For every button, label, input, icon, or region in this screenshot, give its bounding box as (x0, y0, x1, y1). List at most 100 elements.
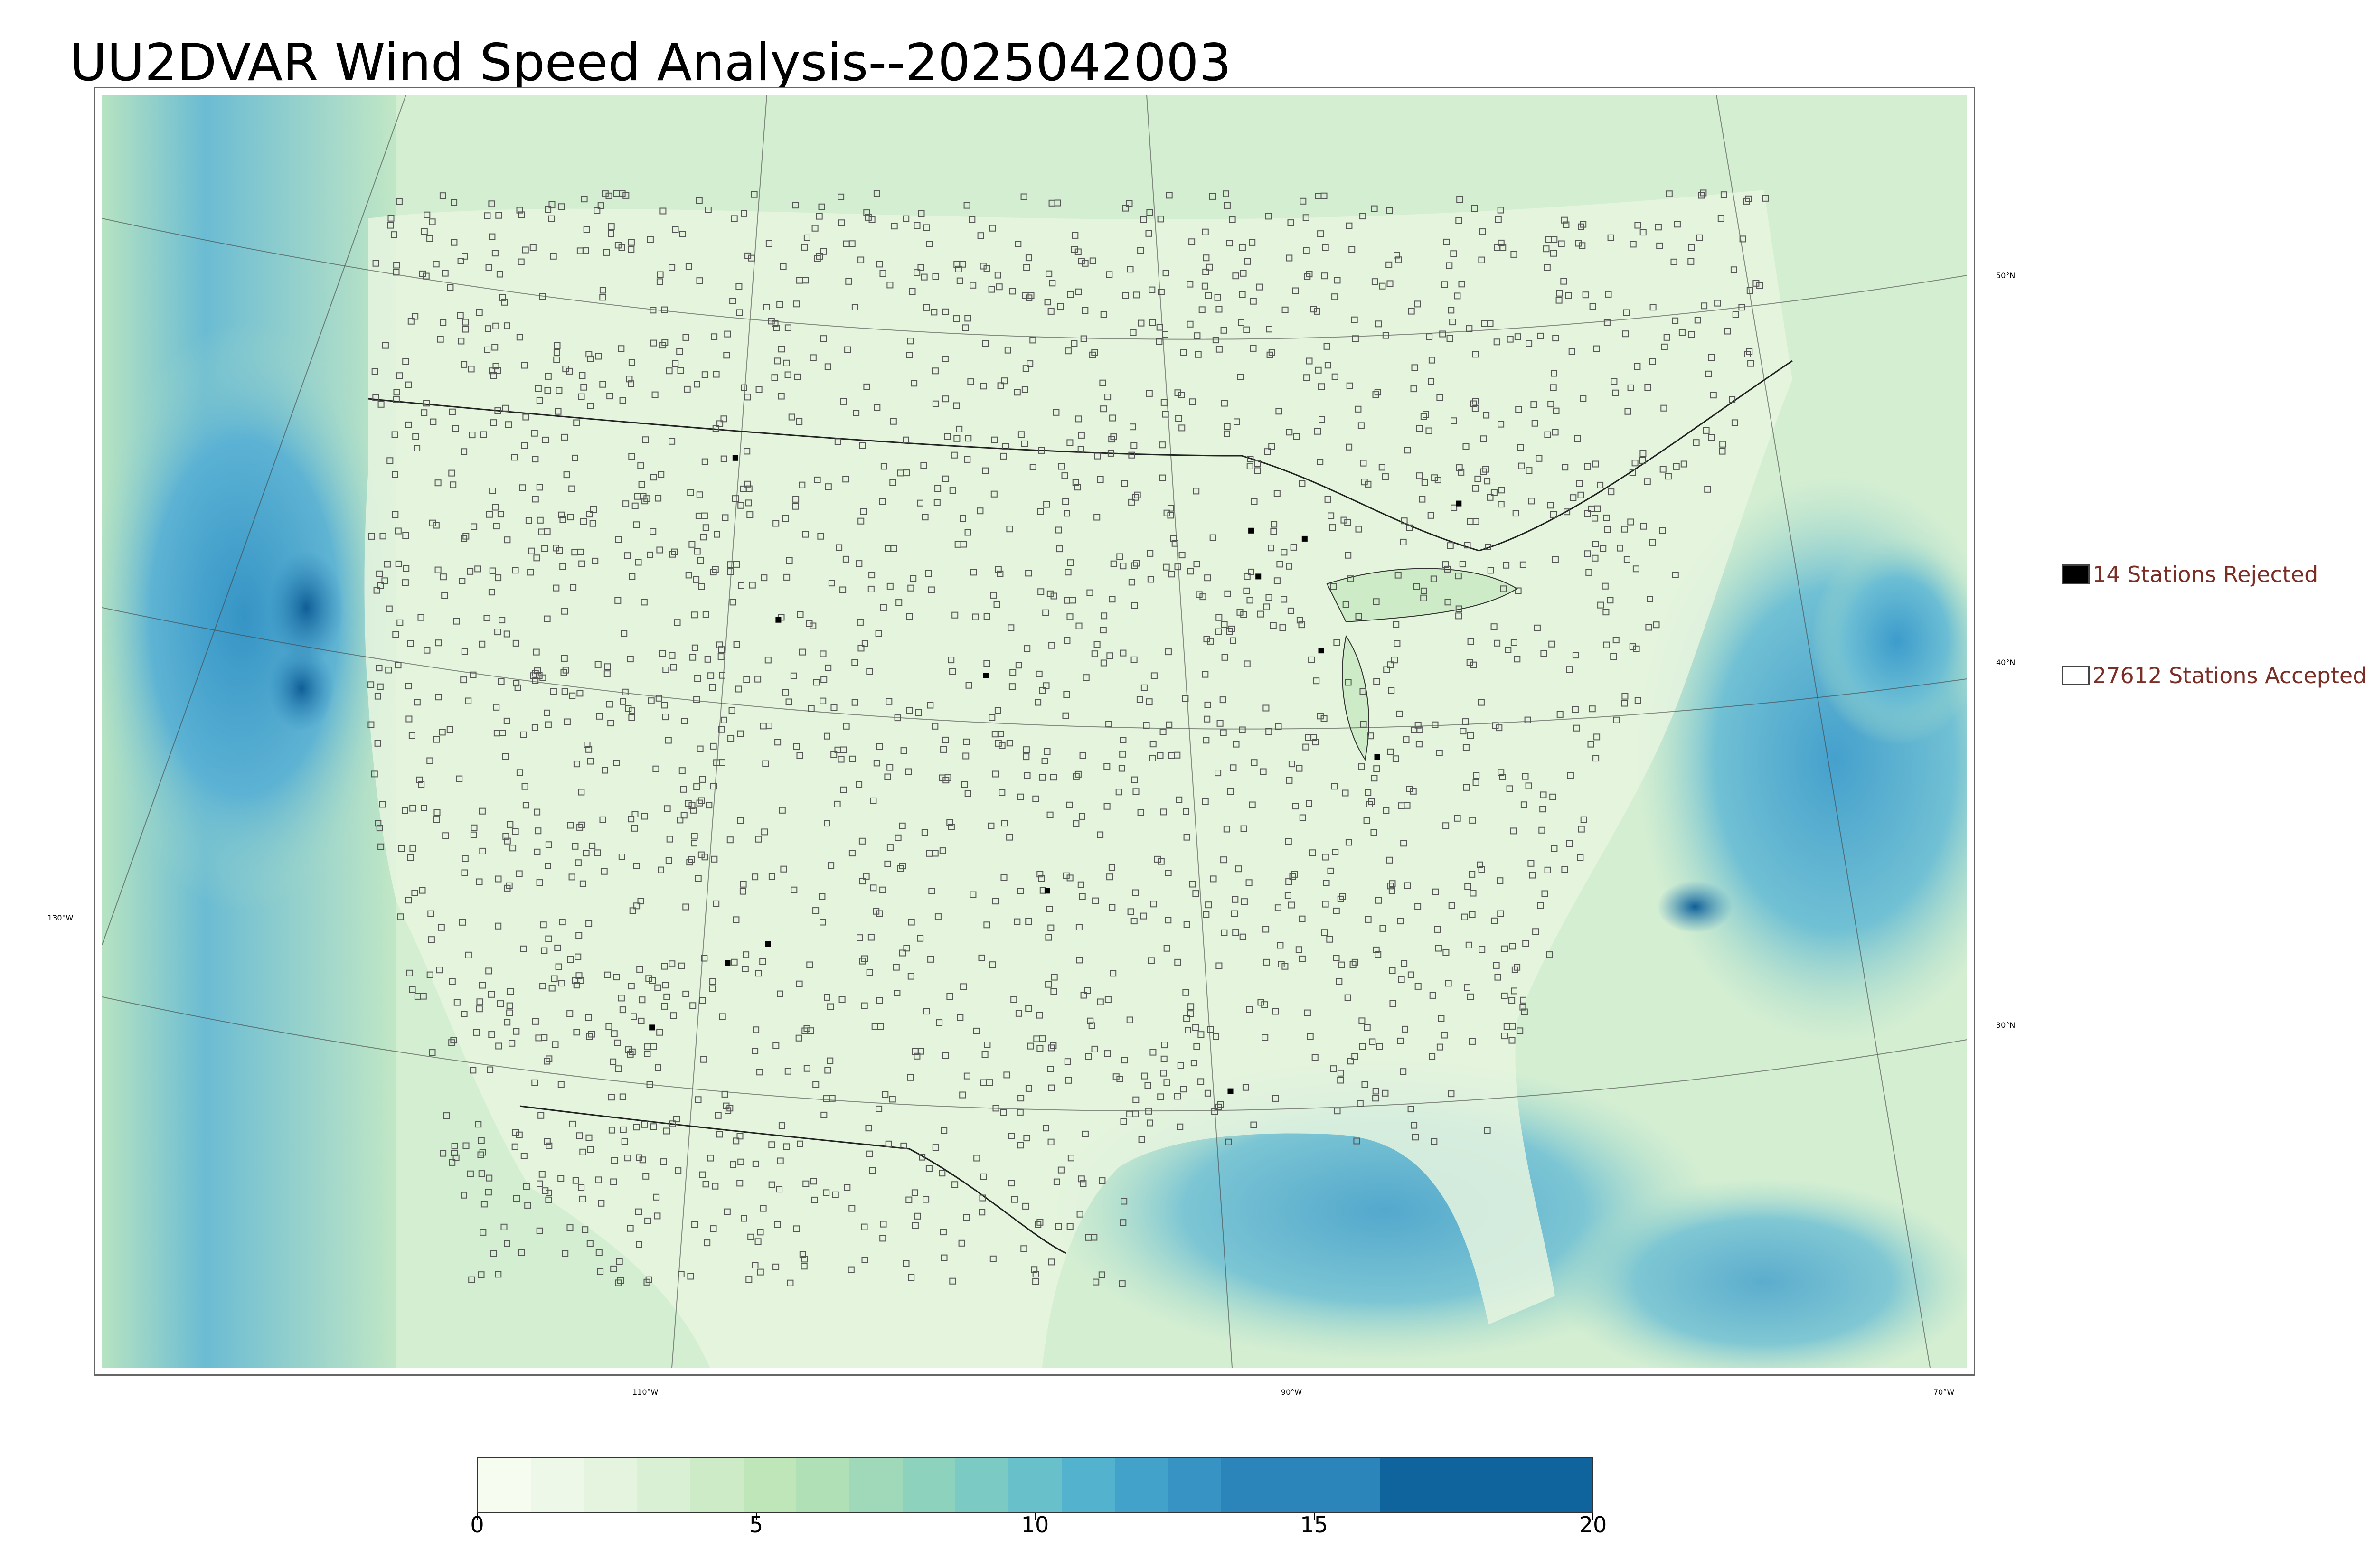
station-accepted-marker (900, 747, 907, 754)
station-accepted-marker (1272, 1095, 1279, 1102)
station-accepted-marker (1257, 999, 1264, 1006)
station-accepted-marker (880, 604, 887, 611)
station-accepted-marker (1025, 1085, 1032, 1092)
station-accepted-marker (1238, 319, 1244, 326)
map-frame[interactable] (94, 87, 1975, 1376)
station-accepted-marker (1025, 1005, 1032, 1012)
station-accepted-marker (1317, 230, 1324, 237)
station-accepted-marker (1188, 238, 1196, 245)
station-accepted-marker (953, 315, 960, 322)
station-accepted-marker (720, 455, 727, 462)
station-accepted-marker (433, 736, 440, 743)
colorbar-tick (1313, 1513, 1315, 1520)
station-accepted-marker (1100, 659, 1107, 667)
station-accepted-marker (824, 1067, 831, 1074)
station-accepted-marker (474, 565, 481, 573)
station-accepted-marker (1130, 442, 1138, 449)
station-accepted-marker (696, 197, 703, 204)
station-accepted-marker (1332, 849, 1339, 855)
station-accepted-marker (1305, 734, 1312, 741)
station-accepted-marker (919, 1154, 926, 1161)
station-accepted-marker (502, 404, 509, 412)
station-accepted-marker (614, 597, 622, 604)
station-accepted-marker (1389, 1000, 1396, 1007)
station-accepted-marker (1262, 926, 1270, 933)
station-accepted-marker (1385, 261, 1393, 268)
station-accepted-marker (1121, 480, 1128, 487)
station-accepted-marker (1079, 893, 1086, 900)
station-accepted-marker (1025, 570, 1032, 577)
station-accepted-marker (699, 997, 706, 1004)
station-accepted-marker (1323, 343, 1330, 350)
station-accepted-marker (1572, 706, 1579, 713)
station-accepted-marker (548, 985, 556, 992)
station-accepted-marker (1109, 904, 1116, 911)
station-accepted-marker (744, 448, 751, 455)
station-accepted-marker (1497, 910, 1504, 917)
station-rejected-marker (1248, 527, 1254, 534)
station-accepted-marker (907, 338, 914, 345)
station-accepted-marker (1509, 943, 1516, 950)
station-accepted-marker (1098, 1271, 1105, 1278)
station-accepted-marker (684, 385, 691, 393)
station-accepted-marker (546, 1189, 552, 1196)
station-accepted-marker (1298, 621, 1305, 629)
station-accepted-marker (564, 718, 571, 725)
station-accepted-marker (1373, 946, 1380, 953)
station-accepted-marker (1141, 1072, 1148, 1080)
station-accepted-marker (1532, 928, 1539, 935)
station-accepted-marker (1323, 880, 1330, 886)
station-accepted-marker (1371, 205, 1378, 212)
station-accepted-marker (1322, 854, 1329, 861)
station-accepted-marker (677, 367, 684, 374)
station-accepted-marker (873, 190, 880, 197)
station-accepted-marker (704, 656, 711, 663)
station-accepted-marker (669, 652, 676, 659)
station-accepted-marker (1097, 831, 1104, 838)
station-accepted-marker (1157, 752, 1164, 759)
station-accepted-marker (1321, 929, 1328, 936)
station-accepted-marker (1302, 743, 1309, 751)
station-accepted-marker (695, 875, 702, 882)
station-accepted-marker (1406, 786, 1413, 792)
station-accepted-marker (1015, 241, 1022, 247)
station-accepted-marker (462, 326, 469, 333)
station-accepted-marker (948, 824, 955, 830)
station-accepted-marker (886, 844, 894, 851)
station-accepted-marker (1209, 193, 1216, 200)
station-accepted-marker (1372, 1088, 1379, 1095)
station-accepted-marker (1103, 803, 1111, 810)
station-accepted-marker (1183, 1015, 1190, 1022)
station-accepted-marker (1413, 583, 1420, 590)
wind-speed-map[interactable] (102, 95, 1967, 1368)
station-accepted-marker (1460, 728, 1467, 735)
station-accepted-marker (908, 919, 915, 926)
station-accepted-marker (1097, 476, 1104, 483)
station-accepted-marker (1663, 334, 1670, 341)
station-accepted-marker (644, 1217, 651, 1224)
station-accepted-marker (1122, 292, 1129, 299)
station-accepted-marker (525, 517, 532, 524)
station-accepted-marker (575, 859, 582, 866)
station-accepted-marker (442, 270, 449, 277)
station-accepted-marker (1364, 1024, 1371, 1031)
station-accepted-marker (511, 1143, 518, 1150)
lon-label-110w: 110°W (632, 1388, 659, 1397)
station-accepted-marker (521, 442, 528, 449)
station-accepted-marker (1544, 431, 1551, 438)
station-accepted-marker (1673, 463, 1680, 470)
station-accepted-marker (917, 499, 923, 507)
station-accepted-marker (507, 821, 514, 828)
station-accepted-marker (768, 873, 775, 880)
station-accepted-marker (1174, 563, 1181, 571)
station-accepted-marker (453, 618, 460, 625)
station-accepted-marker (743, 676, 750, 683)
station-accepted-marker (491, 250, 499, 257)
station-accepted-marker (1045, 981, 1052, 988)
station-accepted-marker (1165, 870, 1172, 876)
station-accepted-marker (512, 828, 519, 835)
station-accepted-marker (1130, 918, 1138, 925)
station-accepted-marker (1020, 1245, 1027, 1252)
station-accepted-marker (990, 592, 997, 599)
station-accepted-marker (1472, 518, 1479, 525)
